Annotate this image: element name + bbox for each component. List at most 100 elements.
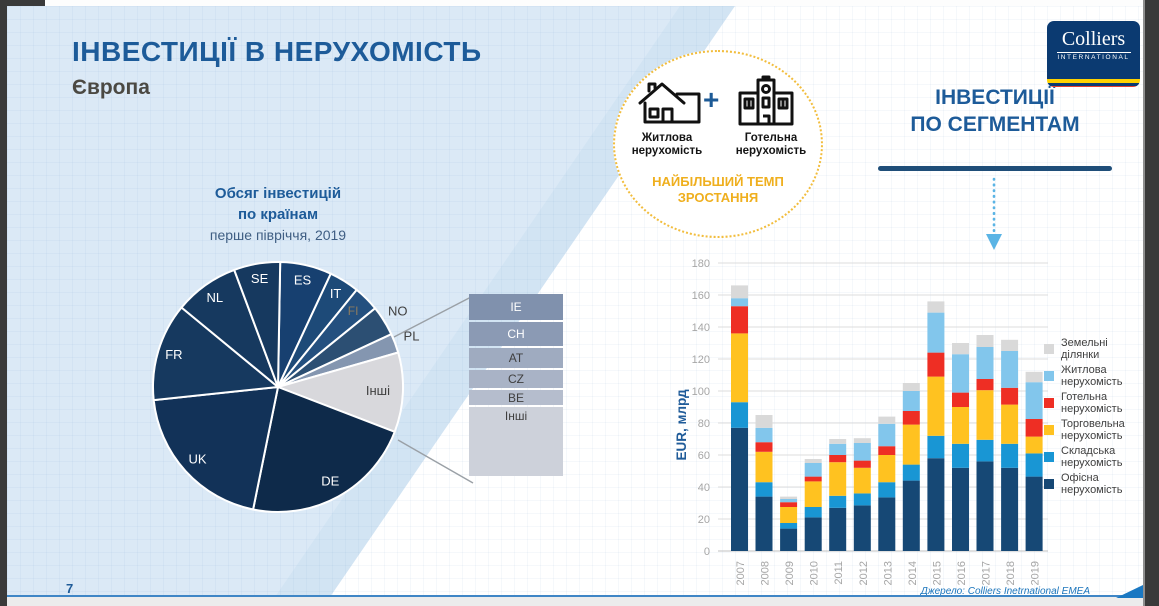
bar-segment-2017-Готельна нерухомість [976,379,994,391]
pie-chart-title: Обсяг інвестицій по країнам перше півріч… [168,183,388,246]
bar-segment-2015-Готельна нерухомість [927,352,945,377]
x-tick-label-2008: 2008 [760,561,772,585]
bar-segment-2017-Житлова нерухомість [976,347,994,379]
pie-title-line1: Обсяг інвестицій [214,185,342,202]
bar-segment-2018-Офісна нерухомість [1001,467,1019,551]
bar-segment-2015-Складська нерухомість [927,435,945,459]
bar-segment-2013-Готельна нерухомість [878,446,896,455]
x-tick-label-2009: 2009 [784,561,796,585]
bar-segment-2016-Земельні ділянки [952,343,969,355]
bar-segment-2009-Торговельна нерухомість [780,507,798,523]
bar-segment-2016-Офісна нерухомість [952,467,969,551]
window-top-left-corner [0,0,45,6]
bar-segment-2009-Житлова нерухомість [780,499,798,503]
pie-slice-label-Інші: Інші [366,383,390,398]
bar-segment-2008-Земельні ділянки [755,415,773,428]
bar-segment-2018-Складська нерухомість [1001,443,1019,468]
bar-segment-2012-Житлова нерухомість [853,443,871,461]
legend-label: Готельна нерухомість [1061,391,1123,415]
bar-segment-2014-Торговельна нерухомість [902,424,920,465]
colliers-logo-main: Colliers INTERNATIONAL [1047,21,1140,79]
bar-segment-2015-Земельні ділянки [927,301,945,313]
pie-slice-FR [152,306,279,402]
bar-segment-2016-Торговельна нерухомість [952,407,969,444]
x-tick-label-2010: 2010 [809,561,821,585]
legend-item-Готельна-нерухомість: Готельна нерухомість [1044,391,1143,415]
bar-segment-2011-Складська нерухомість [829,495,847,508]
legend-swatch [1044,452,1054,462]
bar-segment-2014-Готельна нерухомість [902,411,920,425]
legend-swatch [1044,479,1054,489]
corner-triangle-decoration [1116,585,1143,598]
bar-segment-2019-Складська нерухомість [1025,453,1043,477]
pie-slice-SE [233,260,282,388]
pie-title-period: перше півріччя, 2019 [209,227,347,243]
bar-segment-2012-Торговельна нерухомість [853,467,871,494]
bar-segment-2013-Офісна нерухомість [878,497,896,551]
bar-segment-2017-Торговельна нерухомість [976,390,994,440]
bar-segment-2018-Торговельна нерухомість [1001,404,1019,444]
pie-slice-DE [252,386,396,513]
bar-segment-2018-Житлова нерухомість [1001,351,1019,388]
pie-slice-label-FI: FI [348,304,359,318]
colliers-logo-stripe-yellow [1047,79,1140,83]
legend-label: Житлова нерухомість [1061,364,1123,388]
y-tick-label-0: 0 [704,546,710,558]
bar-segment-2007-Готельна нерухомість [731,306,748,334]
bar-segment-2011-Земельні ділянки [829,439,847,444]
legend-swatch [1044,344,1054,354]
bar-segment-2017-Складська нерухомість [976,439,994,462]
pie-slice-label-SE: SE [251,271,269,286]
bar-segment-2010-Земельні ділянки [804,459,822,463]
legend-item-Земельні-ділянки: Земельні ділянки [1044,337,1143,361]
x-tick-label-2016: 2016 [956,561,968,585]
y-tick-label-180: 180 [692,258,710,270]
detail-box-item-IE: IE [469,294,563,320]
bar-segment-2014-Офісна нерухомість [902,480,920,551]
bar-segment-2018-Земельні ділянки [1001,339,1019,351]
colliers-logo-stripe-blue [1047,83,1140,86]
source-note: Джерело: Colliers Inetrnational EMEA [920,586,1090,597]
pie-slice-label-DE: DE [321,474,339,489]
pie-slice-label-FR: FR [165,347,182,362]
window-left-edge [0,0,7,606]
bar-segment-2014-Житлова нерухомість [902,391,920,411]
x-tick-label-2017: 2017 [981,561,993,585]
bar-segment-2007-Торговельна нерухомість [731,333,748,403]
bar-segment-2015-Офісна нерухомість [927,458,945,551]
bar-segment-2017-Земельні ділянки [976,335,994,347]
bar-segment-2015-Торговельна нерухомість [927,376,945,436]
detail-box-item-AT: AT [469,348,563,368]
legend-swatch [1044,398,1054,408]
pie-slice-label-NL: NL [206,290,223,305]
pie-slice-label-NO: NO [388,304,408,319]
stacked-bar-chart-investments-by-segment: 0 20 40 60 80 100 120 140 160 180 2007 2008 2009 2010… [674,258,1048,585]
y-tick-label-80: 80 [698,418,710,430]
y-tick-label-40: 40 [698,482,710,494]
y-tick-label-100: 100 [692,386,710,398]
pie-chart-investments-by-country: ES IT FI NO PL Інші DE UK FR NL SE [152,260,419,513]
bar-segment-2014-Складська нерухомість [902,464,920,481]
badge-caption-growth: НАЙБІЛЬШИЙ ТЕМП ЗРОСТАННЯ [652,174,784,205]
legend-item-Житлова-нерухомість: Житлова нерухомість [1044,364,1143,388]
detail-box-item-BE: BE [469,390,563,405]
colliers-logo-subtitle: INTERNATIONAL [1057,54,1130,61]
bar-segment-2011-Житлова нерухомість [829,443,847,455]
pie-slice-label-PL: PL [404,329,420,344]
bar-segment-2014-Земельні ділянки [902,383,920,391]
y-tick-label-140: 140 [692,322,710,334]
bar-segment-2011-Торговельна нерухомість [829,462,847,496]
colliers-logo: Colliers INTERNATIONAL [1047,21,1140,87]
bar-segment-2016-Складська нерухомість [952,443,969,468]
bar-segment-2019-Земельні ділянки [1025,371,1043,383]
bar-segment-2016-Готельна нерухомість [952,392,969,407]
x-tick-label-2018: 2018 [1005,561,1017,585]
bar-segment-2019-Офісна нерухомість [1025,476,1043,551]
bar-segment-2008-Складська нерухомість [755,482,773,497]
growth-badge-circle: + Житлова нерухомість [613,50,823,238]
pie-detail-leader-lines [393,295,474,484]
segments-heading-underline [878,166,1112,171]
bar-segment-2011-Офісна нерухомість [829,507,847,551]
detail-box-item-CZ: CZ [469,370,563,388]
